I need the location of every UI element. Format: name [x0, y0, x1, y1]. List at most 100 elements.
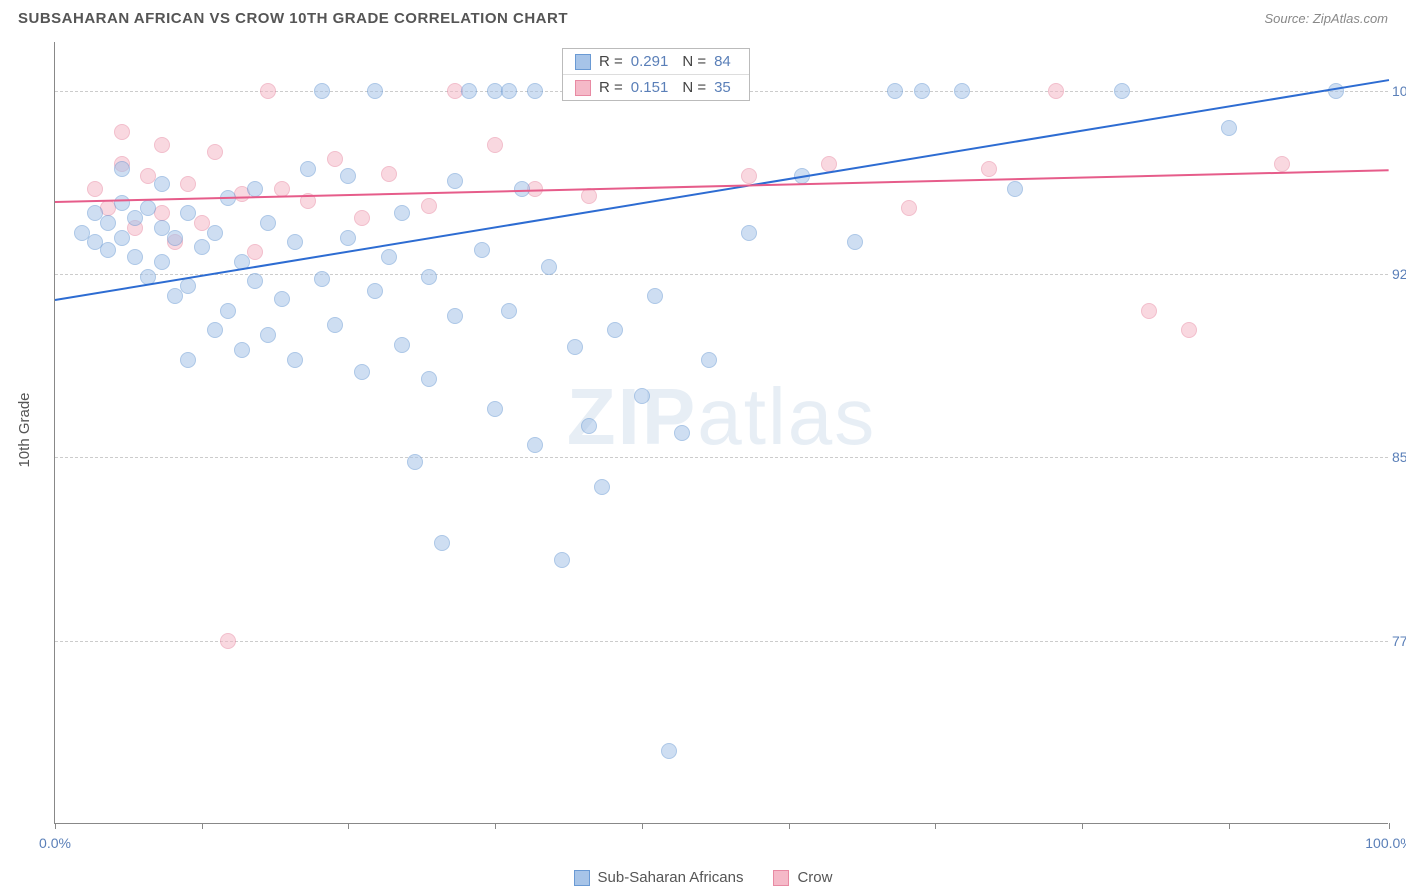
- scatter-point-blue: [394, 205, 410, 221]
- scatter-point-blue: [607, 322, 623, 338]
- scatter-point-blue: [154, 254, 170, 270]
- legend-stats-row-pink: R = 0.151 N = 35: [563, 75, 749, 100]
- scatter-point-blue: [260, 215, 276, 231]
- scatter-point-blue: [701, 352, 717, 368]
- scatter-point-blue: [647, 288, 663, 304]
- scatter-point-pink: [207, 144, 223, 160]
- legend-label-blue: Sub-Saharan Africans: [598, 869, 744, 886]
- scatter-point-pink: [327, 151, 343, 167]
- scatter-point-blue: [314, 83, 330, 99]
- scatter-point-blue: [1114, 83, 1130, 99]
- scatter-point-blue: [100, 215, 116, 231]
- scatter-point-blue: [447, 173, 463, 189]
- scatter-point-blue: [327, 317, 343, 333]
- scatter-point-blue: [487, 401, 503, 417]
- scatter-point-blue: [527, 83, 543, 99]
- legend-item-pink: Crow: [773, 869, 832, 886]
- scatter-point-blue: [340, 168, 356, 184]
- scatter-point-pink: [381, 166, 397, 182]
- x-tick: [1389, 823, 1390, 829]
- scatter-point-blue: [661, 743, 677, 759]
- scatter-point-blue: [674, 425, 690, 441]
- scatter-point-pink: [260, 83, 276, 99]
- scatter-point-blue: [300, 161, 316, 177]
- scatter-point-blue: [581, 418, 597, 434]
- scatter-point-blue: [247, 181, 263, 197]
- scatter-point-blue: [180, 352, 196, 368]
- scatter-point-blue: [554, 552, 570, 568]
- legend-label-pink: Crow: [797, 869, 832, 886]
- x-tick: [1082, 823, 1083, 829]
- scatter-point-blue: [1328, 83, 1344, 99]
- x-tick: [789, 823, 790, 829]
- y-tick-label: 77.5%: [1392, 633, 1406, 649]
- scatter-point-blue: [461, 83, 477, 99]
- scatter-point-blue: [421, 269, 437, 285]
- scatter-point-pink: [1141, 303, 1157, 319]
- x-tick: [348, 823, 349, 829]
- scatter-point-pink: [354, 210, 370, 226]
- scatter-point-blue: [314, 271, 330, 287]
- x-tick: [935, 823, 936, 829]
- scatter-point-blue: [247, 273, 263, 289]
- scatter-point-blue: [234, 342, 250, 358]
- scatter-point-blue: [180, 278, 196, 294]
- x-tick: [495, 823, 496, 829]
- y-axis-title: 10th Grade: [16, 392, 33, 467]
- x-tick-label: 0.0%: [39, 835, 71, 851]
- scatter-point-pink: [421, 198, 437, 214]
- scatter-point-blue: [1007, 181, 1023, 197]
- scatter-point-blue: [340, 230, 356, 246]
- gridline: [55, 641, 1388, 642]
- scatter-point-blue: [140, 200, 156, 216]
- scatter-point-blue: [594, 479, 610, 495]
- legend-swatch-pink: [773, 870, 789, 886]
- scatter-point-blue: [887, 83, 903, 99]
- scatter-point-blue: [541, 259, 557, 275]
- scatter-point-blue: [527, 437, 543, 453]
- scatter-point-blue: [114, 195, 130, 211]
- legend-stats: R = 0.291 N = 84 R = 0.151 N = 35: [562, 48, 750, 101]
- scatter-point-pink: [741, 168, 757, 184]
- scatter-point-pink: [1181, 322, 1197, 338]
- scatter-point-blue: [260, 327, 276, 343]
- scatter-point-blue: [114, 230, 130, 246]
- scatter-point-pink: [114, 124, 130, 140]
- scatter-point-blue: [287, 352, 303, 368]
- scatter-point-pink: [180, 176, 196, 192]
- scatter-point-blue: [847, 234, 863, 250]
- scatter-point-pink: [981, 161, 997, 177]
- legend-swatch-icon: [575, 54, 591, 70]
- scatter-point-blue: [154, 176, 170, 192]
- scatter-point-pink: [247, 244, 263, 260]
- scatter-point-pink: [154, 137, 170, 153]
- y-tick-label: 100.0%: [1392, 83, 1406, 99]
- scatter-point-blue: [367, 83, 383, 99]
- scatter-point-blue: [447, 308, 463, 324]
- legend-item-blue: Sub-Saharan Africans: [574, 869, 744, 886]
- scatter-point-blue: [114, 161, 130, 177]
- x-tick: [642, 823, 643, 829]
- scatter-point-blue: [180, 205, 196, 221]
- scatter-point-blue: [287, 234, 303, 250]
- scatter-point-blue: [501, 303, 517, 319]
- scatter-point-blue: [194, 239, 210, 255]
- scatter-point-blue: [274, 291, 290, 307]
- scatter-point-blue: [474, 242, 490, 258]
- chart-title: SUBSAHARAN AFRICAN VS CROW 10TH GRADE CO…: [18, 10, 568, 27]
- y-tick-label: 85.0%: [1392, 449, 1406, 465]
- scatter-point-pink: [220, 633, 236, 649]
- scatter-point-blue: [381, 249, 397, 265]
- source-label: Source: ZipAtlas.com: [1264, 11, 1388, 26]
- gridline: [55, 457, 1388, 458]
- scatter-point-blue: [567, 339, 583, 355]
- legend-swatch-icon: [575, 80, 591, 96]
- scatter-point-blue: [367, 283, 383, 299]
- legend-bottom: Sub-Saharan Africans Crow: [0, 869, 1406, 886]
- scatter-point-blue: [501, 83, 517, 99]
- chart-plot-area: ZIPatlas 77.5%85.0%92.5%100.0%0.0%100.0%: [54, 42, 1388, 824]
- scatter-point-blue: [354, 364, 370, 380]
- scatter-point-blue: [434, 535, 450, 551]
- scatter-point-pink: [1048, 83, 1064, 99]
- scatter-point-blue: [1221, 120, 1237, 136]
